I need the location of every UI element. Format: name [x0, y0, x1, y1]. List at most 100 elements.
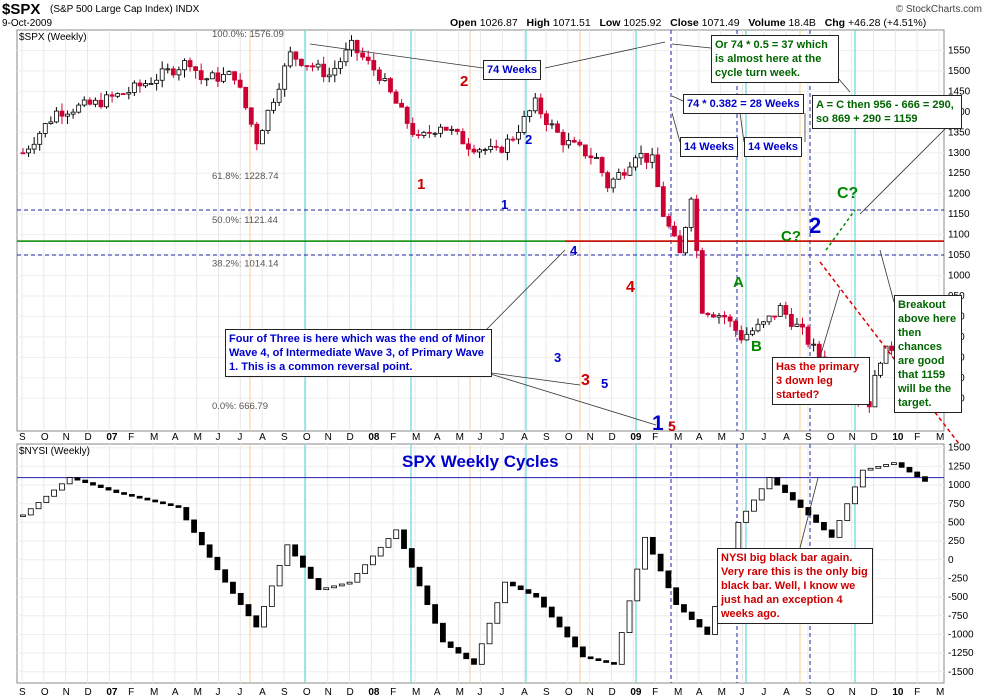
label-74-weeks: 74 Weeks — [483, 60, 541, 80]
pointer-four-of-three — [483, 371, 657, 426]
nysi-candle — [113, 489, 120, 493]
price-candle — [165, 68, 171, 71]
y-tick-label: 750 — [948, 499, 965, 510]
nysi-candle — [642, 536, 648, 570]
nysi-candle — [556, 616, 563, 628]
nysi-candle — [836, 520, 843, 538]
price-candle — [137, 82, 143, 87]
x-tick-label: O — [565, 432, 573, 443]
x-tick-label: J — [740, 432, 745, 443]
x-tick-label: D — [347, 432, 354, 443]
wave-4-red: 4 — [626, 279, 635, 296]
price-candle — [70, 111, 76, 115]
y-tick-label: 1100 — [948, 230, 970, 241]
x-tick-label: N — [325, 432, 332, 443]
chart-header: $SPX (S&P 500 Large Cap Index) INDX 9-Oc… — [0, 0, 990, 30]
nysi-candle — [183, 507, 190, 521]
nysi-candle — [751, 499, 757, 512]
price-candle — [538, 97, 544, 115]
nysi-candle — [525, 589, 532, 594]
nysi-candle — [572, 636, 578, 648]
nysi-candle — [432, 604, 439, 624]
x-tick-label: O — [827, 687, 835, 698]
nysi-candle — [681, 604, 687, 613]
price-candle — [883, 345, 889, 364]
x-tick-label: M — [412, 432, 420, 443]
x-tick-label: S — [281, 687, 288, 698]
nysi-candle — [828, 529, 835, 538]
nysi-candle — [852, 486, 858, 505]
price-candle — [326, 74, 332, 78]
price-candle — [104, 94, 109, 108]
price-candle — [878, 362, 883, 376]
price-candle — [761, 321, 766, 325]
nysi-candle — [898, 462, 905, 468]
nysi-candle — [90, 482, 96, 486]
price-candle — [811, 343, 817, 346]
pointer-74-weeks — [309, 43, 484, 69]
x-tick-label: M — [718, 432, 726, 443]
price-candle — [232, 71, 237, 81]
nysi-candle — [704, 626, 711, 635]
price-candle — [694, 198, 700, 251]
price-candle — [315, 63, 321, 68]
price-candle — [594, 157, 599, 159]
chart-date: 9-Oct-2009 — [2, 18, 53, 29]
price-candle — [493, 145, 499, 148]
price-candle — [20, 152, 26, 155]
nysi-candle — [97, 484, 104, 488]
price-candle — [337, 61, 343, 69]
y-tick-label: -1000 — [948, 629, 974, 640]
price-candle — [215, 72, 221, 82]
nysi-candle — [774, 477, 781, 486]
price-candle — [248, 107, 254, 125]
x-tick-label: M — [674, 432, 682, 443]
nysi-candle — [486, 622, 493, 645]
nysi-candle — [478, 643, 485, 665]
price-panel-title: $SPX (Weekly) — [19, 32, 87, 43]
price-candle — [193, 66, 199, 72]
price-candle — [744, 333, 750, 341]
nysi-candle — [906, 466, 913, 473]
price-candle — [376, 69, 382, 81]
wave-2-red: 2 — [460, 73, 469, 90]
price-candle — [443, 126, 449, 131]
price-candle — [109, 94, 115, 97]
price-candle — [711, 314, 716, 318]
stockcharts-credit: © StockCharts.com — [895, 4, 982, 15]
price-candle — [672, 225, 677, 237]
nysi-candle — [105, 487, 112, 491]
nysi-candle — [58, 483, 65, 491]
label-14-weeks-b: 14 Weeks — [744, 137, 802, 157]
x-tick-label: 09 — [630, 432, 642, 443]
y-tick-label: 1200 — [948, 189, 971, 200]
pointer-four-of-three — [483, 371, 581, 386]
price-candle — [677, 235, 683, 254]
x-tick-label: A — [521, 432, 528, 443]
label-four-of-three: Four of Three is here which was the end … — [225, 329, 492, 377]
price-candle — [716, 315, 722, 318]
price-candle — [794, 323, 800, 327]
price-candle — [354, 39, 360, 54]
nysi-candle — [782, 484, 788, 493]
nysi-candle — [66, 477, 73, 485]
price-candle — [749, 330, 755, 335]
x-tick-label: J — [216, 687, 221, 698]
x-tick-label: N — [63, 687, 70, 698]
y-tick-label: 1450 — [948, 86, 971, 97]
x-tick-label: J — [740, 687, 745, 698]
nysi-candle — [587, 656, 594, 660]
x-tick-label: O — [41, 687, 49, 698]
nysi-candle — [27, 508, 34, 516]
x-tick-label: D — [609, 687, 616, 698]
nysi-candle — [649, 536, 656, 555]
nysi-candle — [416, 566, 423, 587]
y-tick-label: 1500 — [948, 66, 971, 77]
x-tick-label: O — [303, 432, 311, 443]
price-candle — [221, 74, 226, 82]
x-tick-label: S — [543, 687, 550, 698]
price-candle — [31, 143, 37, 150]
nysi-candle — [222, 569, 229, 583]
nysi-candle — [789, 492, 796, 501]
price-candle — [727, 316, 733, 322]
